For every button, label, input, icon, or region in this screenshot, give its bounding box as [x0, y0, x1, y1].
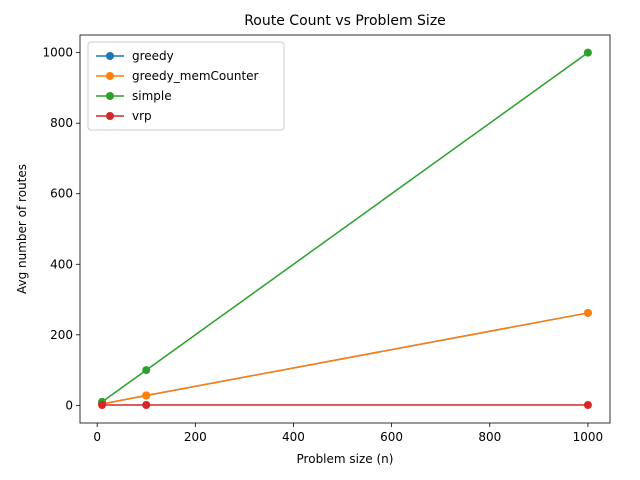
- y-tick-label: 200: [50, 328, 73, 342]
- y-axis-ticks: 0 200 400 600 800 1000: [42, 46, 80, 412]
- data-point-vrp: [142, 401, 151, 410]
- legend-entry-greedy-memcounter: greedy_memCounter: [96, 69, 259, 83]
- x-axis-label: Problem size (n): [297, 452, 394, 466]
- data-point-vrp: [583, 401, 592, 410]
- legend-box: [87, 41, 285, 131]
- legend-label: simple: [132, 89, 172, 103]
- data-point-greedy-memcounter: [583, 308, 592, 317]
- data-point-simple: [142, 366, 151, 375]
- legend-label: greedy: [132, 49, 174, 63]
- y-tick-label: 600: [50, 187, 73, 201]
- series-layer: [98, 48, 592, 410]
- x-tick-label: 400: [282, 430, 305, 444]
- legend-swatch-marker: [106, 112, 114, 120]
- axes-frame: [79, 34, 611, 424]
- y-axis-label: Avg number of routes: [15, 164, 29, 294]
- legend-swatch-marker: [106, 72, 114, 80]
- data-point-vrp: [98, 401, 107, 410]
- x-tick-label: 1000: [573, 430, 604, 444]
- plot-area: 0 200 400 600 800 1000 0 200 400 600 800 1000: [42, 34, 611, 444]
- x-tick-label: 800: [478, 430, 501, 444]
- legend-swatch-marker: [106, 52, 114, 60]
- x-tick-label: 0: [93, 430, 101, 444]
- legend-swatch-marker: [106, 92, 114, 100]
- chart-title: Route Count vs Problem Size: [244, 13, 446, 29]
- y-tick-label: 800: [50, 116, 73, 130]
- data-point-simple: [583, 48, 592, 57]
- y-tick-label: 400: [50, 257, 73, 271]
- x-tick-label: 200: [184, 430, 207, 444]
- legend-entry-greedy: greedy: [96, 49, 174, 63]
- y-tick-label: 1000: [42, 46, 73, 60]
- series-vrp: [98, 401, 592, 410]
- y-tick-label: 0: [65, 398, 73, 412]
- legend-entry-simple: simple: [96, 89, 172, 103]
- x-axis-ticks: 0 200 400 600 800 1000: [93, 423, 603, 444]
- data-point-greedy-memcounter: [142, 391, 151, 400]
- legend-entry-vrp: vrp: [96, 109, 152, 123]
- legend-label: vrp: [132, 109, 152, 123]
- x-tick-label: 600: [380, 430, 403, 444]
- legend-label: greedy_memCounter: [132, 69, 259, 83]
